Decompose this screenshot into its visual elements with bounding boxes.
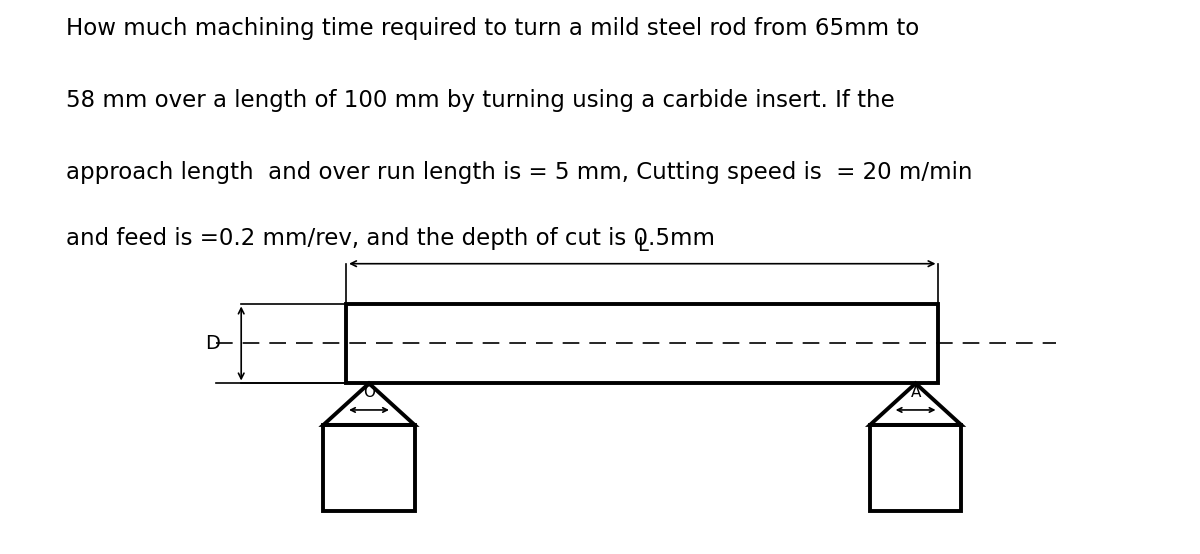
Text: 58 mm over a length of 100 mm by turning using a carbide insert. If the: 58 mm over a length of 100 mm by turning… [66, 89, 895, 112]
Bar [347, 304, 938, 383]
Text: O: O [364, 385, 374, 400]
Bar [324, 425, 415, 511]
Text: and feed is =0.2 mm/rev, and the depth of cut is 0.5mm: and feed is =0.2 mm/rev, and the depth o… [66, 227, 715, 250]
Bar [870, 425, 961, 511]
Text: A: A [911, 385, 920, 400]
Text: L: L [637, 236, 648, 255]
Text: How much machining time required to turn a mild steel rod from 65mm to: How much machining time required to turn… [66, 17, 919, 40]
Text: approach length  and over run length is = 5 mm, Cutting speed is  = 20 m/min: approach length and over run length is =… [66, 161, 972, 184]
Text: D: D [205, 334, 220, 353]
